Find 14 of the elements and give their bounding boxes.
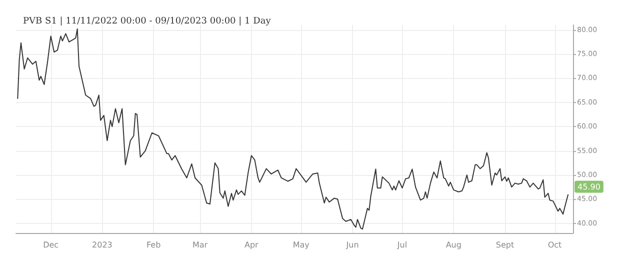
x-tick-label: Apr: [244, 240, 260, 250]
x-tick-label: 2023: [92, 240, 112, 250]
x-tick-label: Oct: [548, 240, 562, 250]
x-tick-label: Sept: [496, 240, 514, 250]
x-tick-label: Feb: [146, 240, 161, 250]
x-tick-label: Jul: [396, 240, 408, 250]
x-tick-label: Mar: [192, 240, 208, 250]
annotation: 45.90: [578, 182, 600, 192]
x-tick-label: Dec: [43, 240, 59, 250]
chart-title: PVB S1 | 11/11/2022 00:00 - 09/10/2023 00:00 | 1 Day: [23, 16, 272, 26]
x-tick-label: Aug: [446, 240, 462, 250]
x-tick-label: May: [292, 240, 310, 250]
x-tick-label: Jun: [345, 240, 359, 250]
line-series: [17, 28, 569, 230]
